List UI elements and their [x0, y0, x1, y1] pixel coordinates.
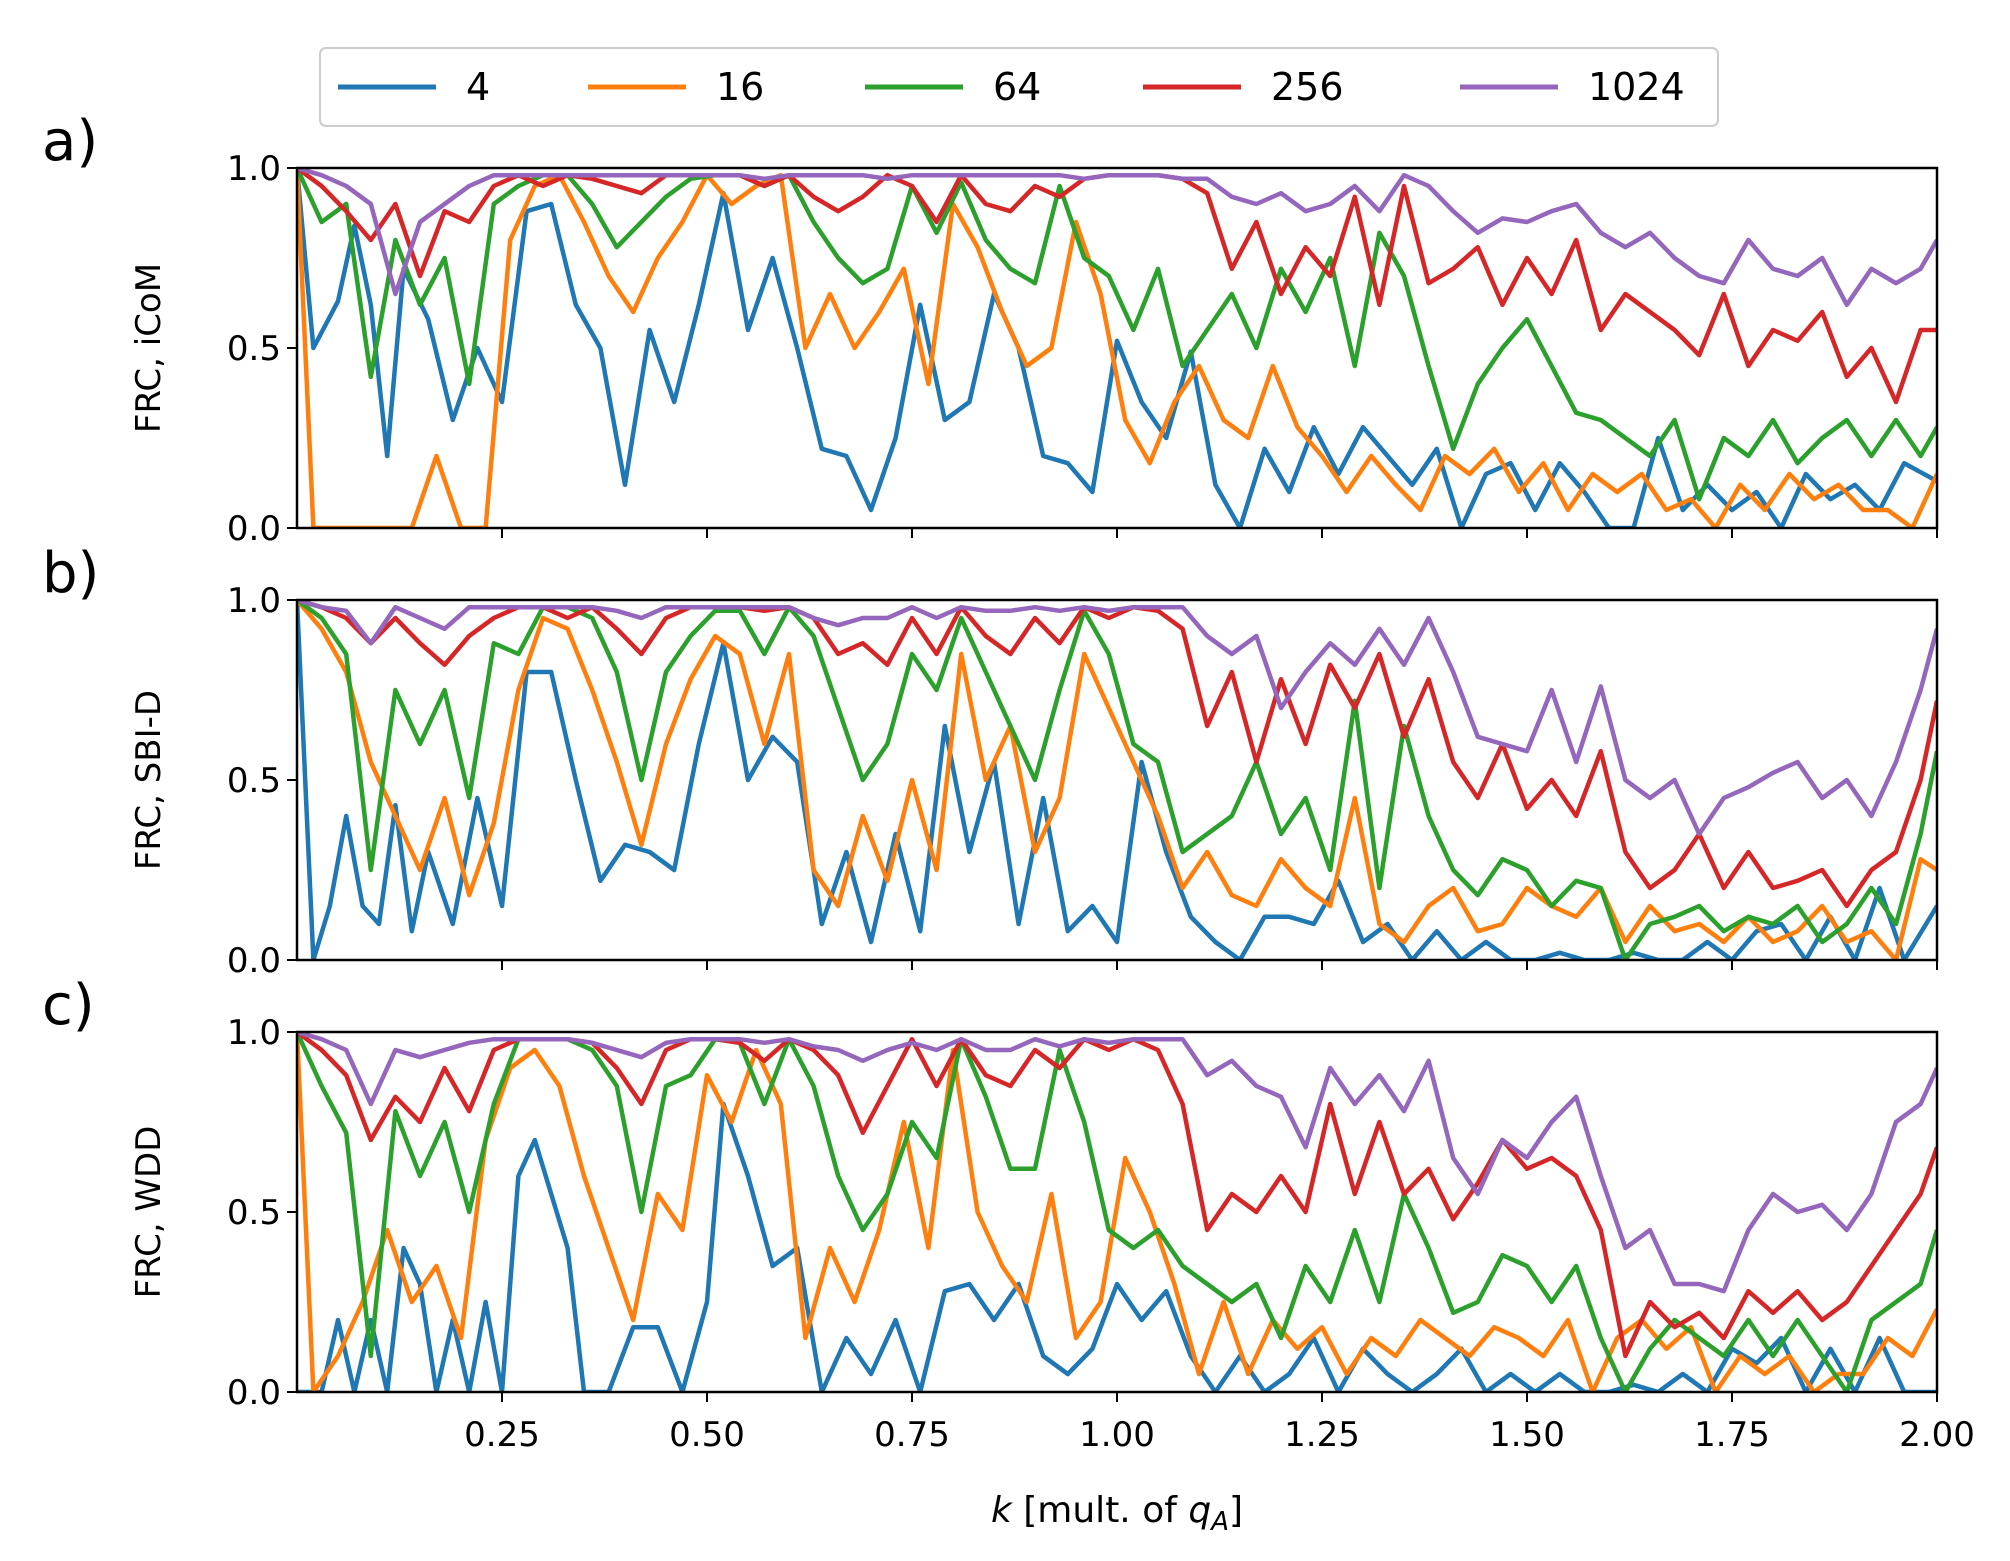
x-tick-label: 1.75 — [1694, 1415, 1770, 1455]
panel-a: a) FRC, iCoM 0.0 0.5 1.0 — [42, 109, 1939, 549]
panel-c: c) FRC, WDD 0.0 0.5 1.0 0.25 0.50 0.75 1.00 1.25 1… — [42, 973, 1975, 1455]
x-tick-label: 0.25 — [464, 1415, 540, 1455]
axes-frame — [295, 598, 1939, 962]
y-axis-label: FRC, SBI-D — [129, 690, 169, 870]
series-line-16 — [297, 1032, 1937, 1392]
legend-entry-256: 256 — [1143, 65, 1344, 109]
series-group — [297, 1032, 1937, 1392]
y-tick-label: 0.5 — [227, 1193, 281, 1233]
series-line-64 — [297, 168, 1937, 502]
series-line-4 — [297, 600, 1937, 960]
y-tick-label: 0.0 — [227, 1373, 281, 1413]
y-tick-label: 0.0 — [227, 509, 281, 549]
x-tick-label: 1.50 — [1489, 1415, 1565, 1455]
x-tick-label: 1.00 — [1079, 1415, 1155, 1455]
y-tick-label: 1.0 — [227, 1013, 281, 1053]
legend-label-16: 16 — [716, 65, 764, 109]
legend-entry-4: 4 — [338, 65, 490, 109]
legend-entry-64: 64 — [865, 65, 1041, 109]
series-line-1024 — [297, 168, 1937, 308]
panels: a) FRC, iCoM 0.0 0.5 1.0 b) FRC, SBI-D 0.0 0.5 1.… — [42, 109, 1975, 1455]
legend-label-1024: 1024 — [1588, 65, 1685, 109]
legend-label-4: 4 — [466, 65, 490, 109]
y-tick-label: 0.5 — [227, 329, 281, 369]
series-line-16 — [297, 600, 1937, 960]
series-line-4 — [297, 168, 1937, 528]
axes-frame — [295, 1030, 1939, 1394]
panel-b: b) FRC, SBI-D 0.0 0.5 1.0 — [42, 541, 1939, 981]
legend-label-64: 64 — [993, 65, 1041, 109]
x-tick-label: 0.50 — [669, 1415, 745, 1455]
x-tick-label: 1.25 — [1284, 1415, 1360, 1455]
y-tick-label: 0.0 — [227, 941, 281, 981]
series-line-4 — [297, 1101, 1937, 1392]
panel-label: c) — [42, 973, 95, 1038]
y-axis-label: FRC, iCoM — [129, 263, 169, 433]
panel-label: a) — [42, 109, 98, 174]
y-tick-label: 1.0 — [227, 149, 281, 189]
legend-label-256: 256 — [1271, 65, 1344, 109]
legend-entry-16: 16 — [588, 65, 764, 109]
legend: 4 16 64 256 1024 — [319, 47, 1719, 127]
y-tick-label: 1.0 — [227, 581, 281, 621]
series-line-16 — [297, 168, 1937, 528]
series-group — [297, 600, 1937, 960]
series-line-1024 — [297, 600, 1937, 837]
axes-frame — [295, 166, 1939, 530]
legend-entry-1024: 1024 — [1460, 65, 1685, 109]
series-group — [297, 168, 1937, 528]
series-line-256 — [297, 600, 1937, 909]
y-tick-label: 0.5 — [227, 761, 281, 801]
panel-label: b) — [42, 541, 99, 606]
legend-box — [319, 47, 1719, 127]
y-axis-label: FRC, WDD — [129, 1126, 169, 1299]
x-tick-label: 2.00 — [1899, 1415, 1975, 1455]
x-tick-label: 0.75 — [874, 1415, 950, 1455]
x-axis-label: k [mult. of qA] — [991, 1490, 1243, 1537]
series-line-1024 — [297, 1032, 1937, 1294]
series-line-64 — [297, 600, 1937, 960]
